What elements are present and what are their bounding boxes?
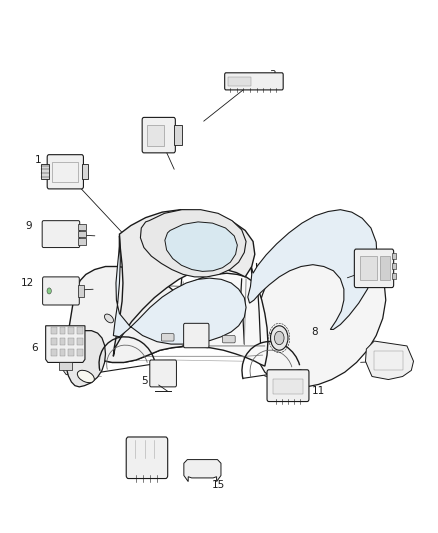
Text: 11: 11 bbox=[312, 385, 325, 395]
Polygon shape bbox=[184, 459, 221, 482]
Circle shape bbox=[271, 326, 288, 350]
Bar bbox=[360, 256, 378, 280]
Bar bbox=[173, 125, 182, 146]
Text: 15: 15 bbox=[212, 480, 225, 490]
Text: 10: 10 bbox=[392, 347, 406, 357]
Text: 7: 7 bbox=[382, 252, 389, 262]
Polygon shape bbox=[253, 246, 386, 387]
FancyBboxPatch shape bbox=[126, 437, 168, 479]
FancyBboxPatch shape bbox=[42, 277, 79, 305]
FancyBboxPatch shape bbox=[267, 370, 309, 401]
FancyBboxPatch shape bbox=[161, 334, 174, 341]
Text: 8: 8 bbox=[311, 327, 318, 337]
Text: 14: 14 bbox=[131, 465, 145, 475]
Polygon shape bbox=[141, 209, 246, 277]
Polygon shape bbox=[113, 209, 255, 357]
FancyBboxPatch shape bbox=[354, 249, 394, 288]
FancyBboxPatch shape bbox=[142, 117, 175, 153]
Polygon shape bbox=[365, 341, 413, 379]
Polygon shape bbox=[68, 266, 192, 362]
Bar bbox=[380, 256, 390, 280]
Bar bbox=[68, 338, 74, 345]
Bar bbox=[60, 327, 65, 334]
Bar bbox=[77, 327, 83, 334]
Bar bbox=[273, 379, 303, 394]
Bar bbox=[78, 224, 86, 230]
Bar bbox=[51, 349, 57, 357]
FancyBboxPatch shape bbox=[225, 73, 283, 90]
Bar bbox=[59, 362, 72, 370]
Bar bbox=[78, 238, 86, 245]
Text: 4: 4 bbox=[149, 119, 156, 129]
Text: 3: 3 bbox=[269, 70, 276, 80]
Bar bbox=[60, 349, 65, 357]
Bar bbox=[68, 327, 74, 334]
Text: 13: 13 bbox=[218, 318, 231, 328]
Text: 1: 1 bbox=[35, 155, 41, 165]
Polygon shape bbox=[65, 273, 268, 368]
Bar bbox=[68, 349, 74, 357]
FancyBboxPatch shape bbox=[47, 155, 83, 189]
Circle shape bbox=[275, 332, 284, 345]
Bar bbox=[51, 327, 57, 334]
Bar bbox=[392, 263, 396, 269]
FancyBboxPatch shape bbox=[42, 221, 80, 247]
Text: 6: 6 bbox=[32, 343, 38, 353]
Bar bbox=[392, 253, 396, 260]
Bar bbox=[51, 338, 57, 345]
Circle shape bbox=[47, 288, 51, 294]
Bar bbox=[77, 338, 83, 345]
Polygon shape bbox=[248, 209, 377, 329]
Bar bbox=[228, 77, 251, 86]
Text: 12: 12 bbox=[21, 278, 35, 288]
Polygon shape bbox=[165, 222, 237, 271]
Bar bbox=[60, 338, 65, 345]
Bar bbox=[77, 349, 83, 357]
Polygon shape bbox=[46, 326, 85, 362]
Bar bbox=[392, 273, 396, 279]
Ellipse shape bbox=[105, 314, 113, 323]
Text: 5: 5 bbox=[141, 376, 148, 386]
Polygon shape bbox=[60, 338, 70, 375]
Bar bbox=[78, 231, 86, 237]
Bar bbox=[41, 165, 49, 179]
FancyBboxPatch shape bbox=[184, 324, 209, 348]
Ellipse shape bbox=[78, 370, 94, 383]
FancyBboxPatch shape bbox=[223, 336, 235, 343]
Text: 9: 9 bbox=[26, 221, 32, 231]
Bar bbox=[148, 125, 164, 146]
Polygon shape bbox=[113, 236, 246, 344]
Polygon shape bbox=[65, 330, 106, 387]
Bar bbox=[78, 285, 84, 297]
Bar bbox=[374, 351, 403, 370]
FancyBboxPatch shape bbox=[150, 360, 177, 387]
Bar bbox=[81, 165, 88, 179]
Bar bbox=[53, 162, 78, 182]
